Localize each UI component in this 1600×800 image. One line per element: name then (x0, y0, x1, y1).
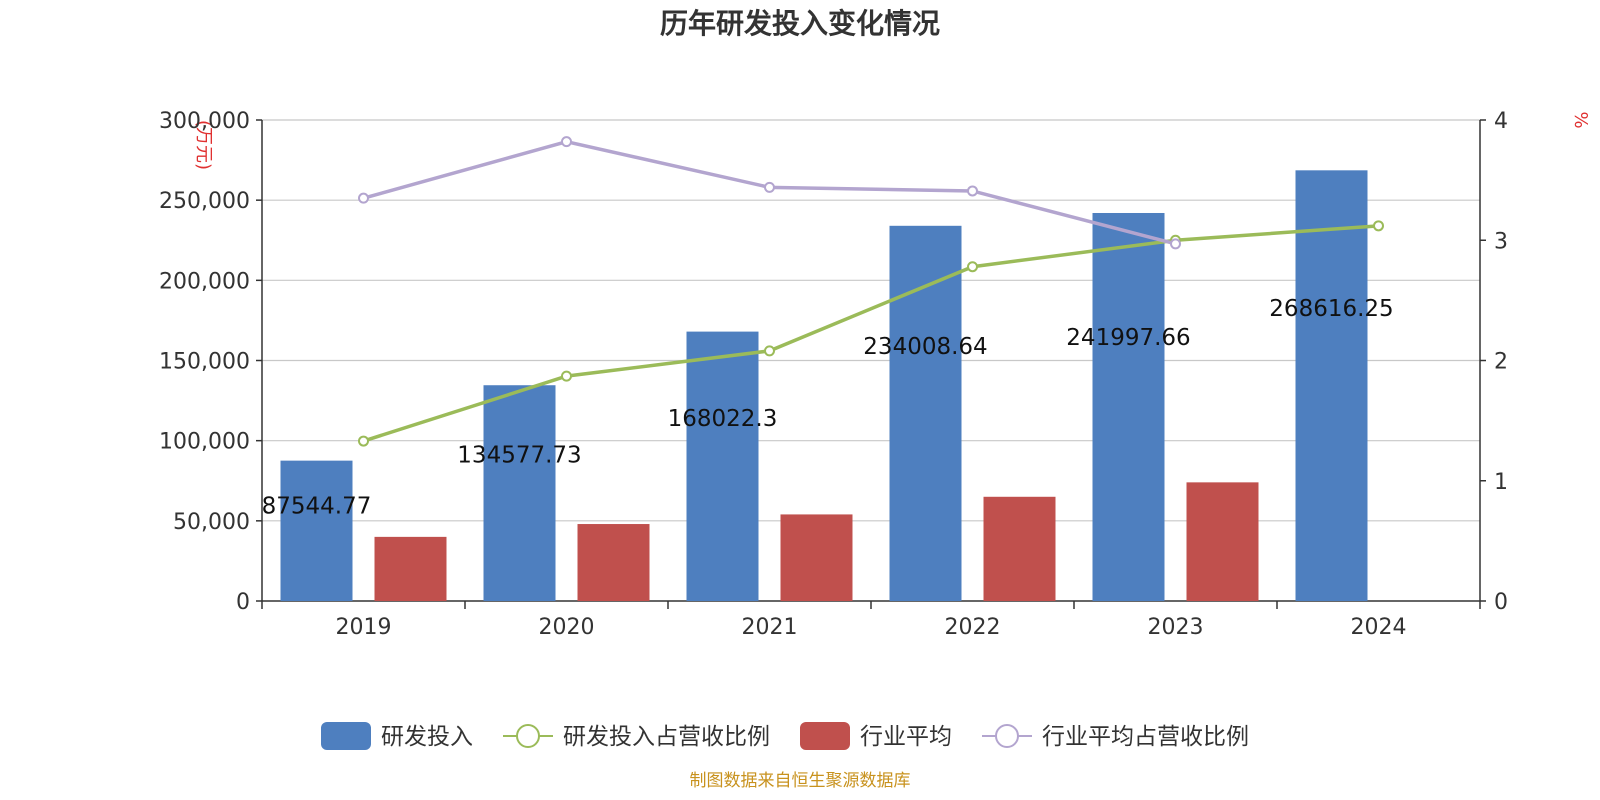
y-right-unit: % (1570, 111, 1591, 128)
legend-item: 行业平均 (800, 722, 952, 750)
legend-label: 研发投入占营收比例 (563, 724, 770, 750)
bar-data-label: 87544.77 (262, 494, 372, 520)
x-tick-label: 2020 (539, 615, 595, 640)
line-rd-ratio (362, 224, 1379, 443)
legend-swatch-bar (321, 722, 371, 750)
bar-rd-investment (1295, 170, 1368, 602)
y-left-tick-label: 150,000 (159, 350, 250, 375)
gridlines (262, 119, 1480, 522)
legend-item: 研发投入 (321, 722, 473, 750)
y-left-tick-label: 100,000 (159, 430, 250, 455)
line-point (764, 345, 775, 357)
line-point (358, 435, 369, 447)
line-point (561, 370, 572, 382)
y-right-tick-label: 0 (1494, 590, 1508, 615)
chart-title: 历年研发投入变化情况 (660, 7, 940, 40)
legend-swatch-marker (995, 724, 1019, 748)
bar-data-label: 268616.25 (1269, 296, 1393, 322)
y-left-tick-label: 300,000 (159, 109, 250, 134)
bar-data-label: 134577.73 (457, 442, 581, 468)
legend-label: 行业平均 (860, 724, 952, 750)
line-point (1373, 220, 1384, 232)
y-right-tick-label: 4 (1494, 109, 1508, 134)
x-tick-label: 2021 (742, 615, 798, 640)
x-tick-label: 2024 (1351, 615, 1407, 640)
legend-item: 行业平均占营收比例 (982, 724, 1249, 750)
line-point (358, 192, 369, 204)
bar-data-label: 234008.64 (863, 334, 987, 360)
y-left-tick-label: 200,000 (159, 269, 250, 294)
line-point (1170, 238, 1181, 250)
source-note: 制图数据来自恒生聚源数据库 (690, 771, 911, 791)
y-right-tick-label: 2 (1494, 350, 1508, 375)
bar-rd-investment (889, 225, 962, 601)
legend-label: 研发投入 (381, 724, 473, 750)
bars (280, 170, 1368, 602)
x-tick-label: 2022 (945, 615, 1001, 640)
bar-industry-average (577, 524, 650, 601)
bar-data-label: 168022.3 (668, 406, 778, 432)
lines (358, 136, 1384, 447)
line-point (967, 185, 978, 197)
legend-swatch-bar (800, 722, 850, 750)
y-right-tick-label: 3 (1494, 229, 1508, 254)
x-tick-label: 2023 (1148, 615, 1204, 640)
line-point (967, 261, 978, 273)
y-left-tick-label: 250,000 (159, 189, 250, 214)
legend-swatch-marker (516, 724, 540, 748)
data-labels: 87544.77 134577.73 168022.3 234008.64 241997… (262, 296, 1394, 519)
y-left-tick-label: 50,000 (173, 510, 250, 535)
legend: 研发投入 研发投入占营收比例 行业平均 行业平均占营收比例 (321, 722, 1249, 750)
bar-industry-average (1186, 482, 1259, 601)
axes: 0 50,000 100,000 150,000 200,000 250,000 300,0… (159, 109, 1508, 640)
bar-data-label: 241997.66 (1066, 325, 1190, 351)
bar-rd-investment (1092, 212, 1165, 602)
y-right-tick-label: 1 (1494, 470, 1508, 495)
x-tick-label: 2019 (336, 615, 392, 640)
y-left-unit: (万元) (193, 120, 214, 170)
legend-label: 行业平均占营收比例 (1042, 724, 1249, 750)
bar-industry-average (780, 514, 853, 601)
bar-rd-investment (280, 460, 353, 601)
bar-industry-average (983, 496, 1056, 601)
y-left-tick-label: 0 (236, 590, 250, 615)
line-point (561, 136, 572, 148)
bar-industry-average (374, 536, 447, 601)
legend-item: 研发投入占营收比例 (503, 724, 770, 750)
bar-rd-investment (483, 385, 556, 601)
line-point (764, 181, 775, 193)
bar-rd-investment (686, 331, 759, 601)
